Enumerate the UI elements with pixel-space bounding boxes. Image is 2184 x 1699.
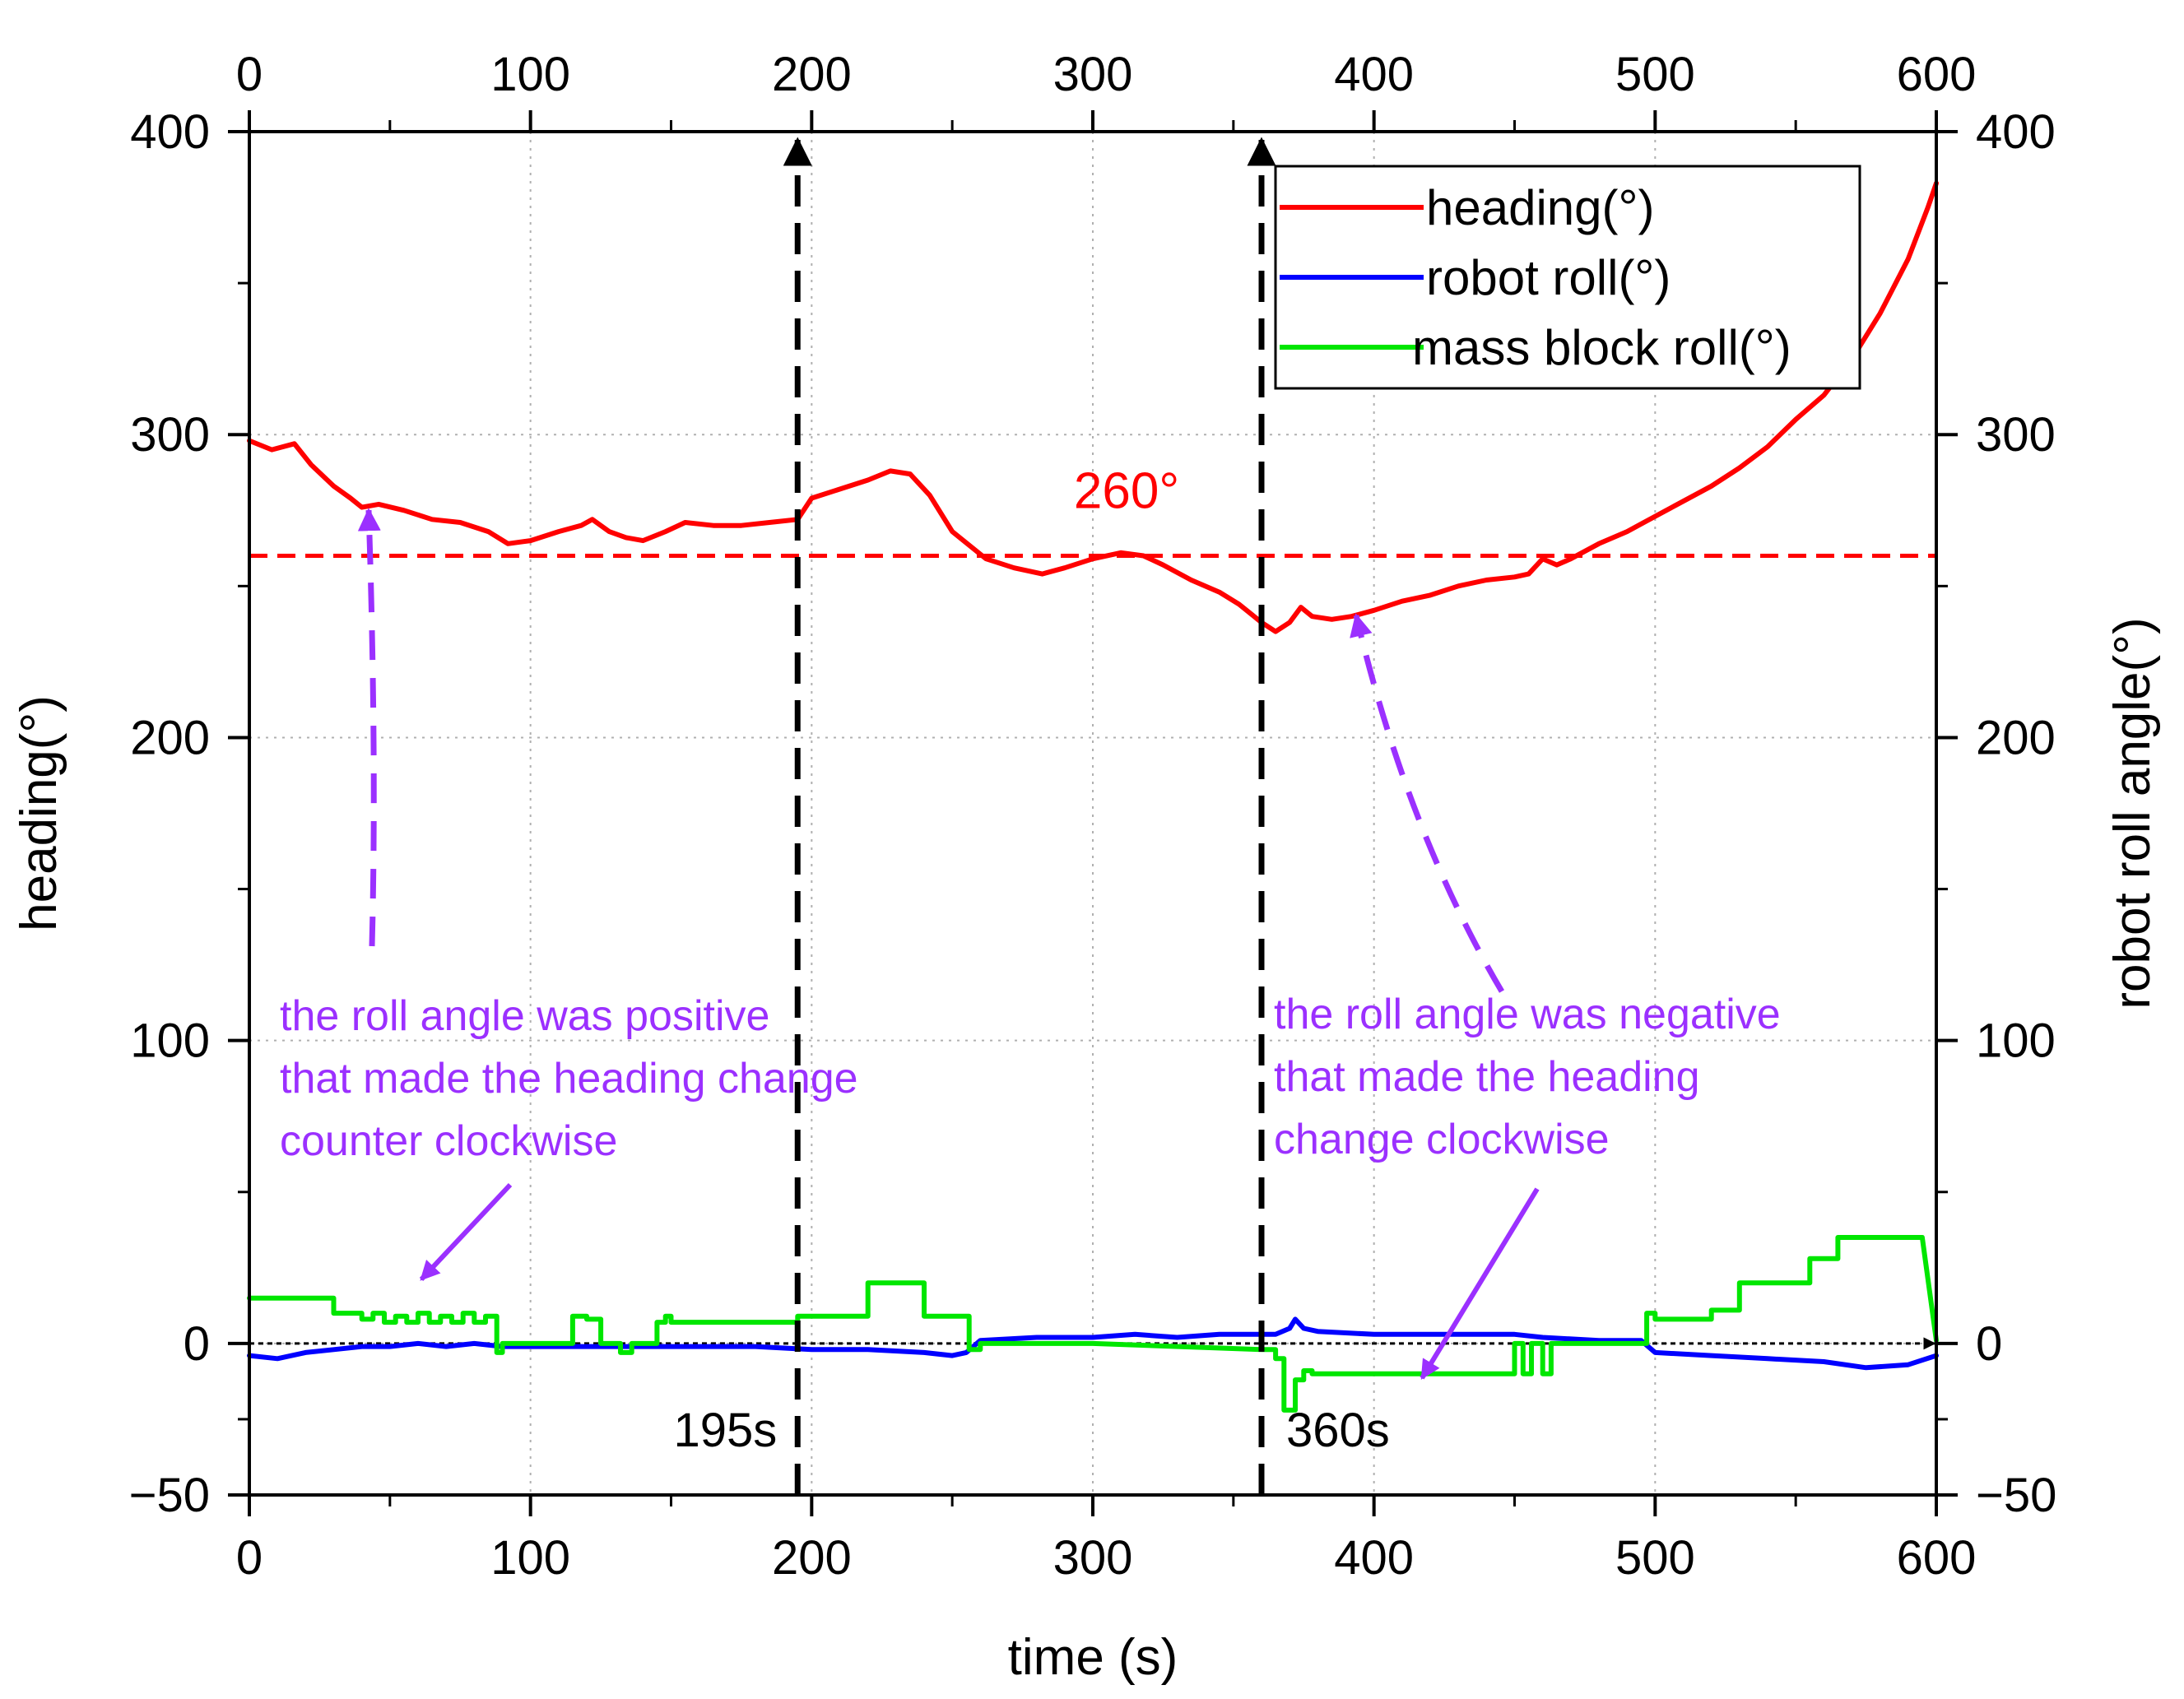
x-tick-label-bottom: 400 (1334, 1531, 1414, 1585)
annotations: the roll angle was positive that made the… (280, 508, 1781, 1381)
vertical-marker-label: 360s (1286, 1404, 1390, 1457)
vertical-marker-layer: 195s 360s (673, 137, 1390, 1495)
y-tick-label-left: 400 (130, 105, 210, 159)
y-tick-label-left: 200 (130, 711, 210, 764)
annotation-line: that made the heading (1274, 1053, 1700, 1101)
legend-item-mass-block-roll-label: mass block roll(°) (1412, 320, 1791, 375)
annotation-line: that made the heading change (280, 1055, 858, 1102)
annotation-line: change clockwise (1274, 1116, 1610, 1163)
x-tick-label-top: 300 (1053, 48, 1133, 101)
legend-item-heading-label: heading(°) (1426, 180, 1655, 235)
x-axis-title: time (s) (1008, 1629, 1178, 1686)
series-heading-line (247, 180, 1939, 634)
y-tick-label-right: 100 (1976, 1014, 2056, 1068)
y-tick-label-right: 0 (1976, 1317, 2002, 1371)
y-tick-label-right: 400 (1976, 105, 2056, 159)
x-tick-label-bottom: 0 (236, 1531, 263, 1585)
y-tick-label-left: −50 (129, 1469, 210, 1522)
x-tick-label-top: 100 (490, 48, 570, 101)
annotation-arrow-negative-heading (1350, 613, 1505, 993)
x-tick-label-bottom: 200 (772, 1531, 852, 1585)
annotation-arrow-negative-roll (1420, 1187, 1540, 1381)
annotation-line: the roll angle was negative (1274, 991, 1781, 1038)
x-tick-label-top: 600 (1897, 48, 1977, 101)
series-layer (247, 180, 1939, 1413)
annotation-positive-roll-text: the roll angle was positive that made the… (280, 992, 858, 1165)
legend-item-robot-roll-label: robot roll(°) (1426, 250, 1671, 305)
axis-ticks: 0 0 100 100 200 200 300 300 400 400 500 500 600 600 −5… (129, 48, 2057, 1585)
legend[interactable]: heading(°) robot roll(°) mass block roll(°… (1274, 165, 1861, 390)
series-robot-roll-line (247, 1316, 1939, 1371)
y-tick-label-left: 0 (184, 1317, 210, 1371)
y-tick-label-right: 300 (1976, 408, 2056, 462)
x-tick-label-top: 0 (236, 48, 263, 101)
y-tick-label-left: 100 (130, 1014, 210, 1068)
annotation-negative-roll-text: the roll angle was negative that made the… (1274, 991, 1781, 1163)
annotation-line: counter clockwise (280, 1117, 617, 1165)
x-tick-label-top: 200 (772, 48, 852, 101)
x-tick-label-bottom: 600 (1897, 1531, 1977, 1585)
y-tick-label-right: 200 (1976, 711, 2056, 764)
x-tick-label-top: 400 (1334, 48, 1414, 101)
reference-line-label: 260° (1074, 463, 1179, 520)
vertical-marker-label: 195s (673, 1404, 777, 1457)
x-tick-label-bottom: 300 (1053, 1531, 1133, 1585)
annotation-arrow-positive-roll (419, 1182, 513, 1282)
annotation-arrow-positive-heading (357, 508, 381, 947)
x-tick-label-bottom: 500 (1615, 1531, 1695, 1585)
x-tick-label-top: 500 (1615, 48, 1695, 101)
y-tick-label-left: 300 (130, 408, 210, 462)
y-axis-left-title: heading(°) (11, 695, 67, 931)
x-tick-label-bottom: 100 (490, 1531, 570, 1585)
annotation-line: the roll angle was positive (280, 992, 769, 1040)
y-axis-right-title: robot roll angle(°) (2104, 617, 2161, 1009)
y-tick-label-right: −50 (1976, 1469, 2056, 1522)
reference-layer: 260° (249, 463, 1936, 559)
series-mass-block-roll-line (247, 1235, 1939, 1413)
